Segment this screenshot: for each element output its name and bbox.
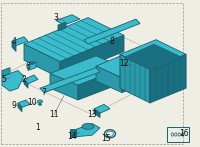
Polygon shape (124, 44, 182, 71)
Polygon shape (76, 123, 100, 137)
Ellipse shape (30, 62, 35, 64)
Polygon shape (2, 68, 10, 76)
Text: 2: 2 (22, 75, 26, 84)
Polygon shape (12, 37, 28, 46)
Text: 11: 11 (49, 110, 59, 119)
Text: 8: 8 (110, 37, 114, 46)
Polygon shape (60, 35, 124, 78)
Text: 14: 14 (67, 132, 77, 141)
Polygon shape (24, 44, 60, 78)
Polygon shape (50, 56, 124, 85)
Polygon shape (120, 40, 186, 69)
Ellipse shape (82, 123, 94, 129)
Polygon shape (78, 68, 124, 100)
Polygon shape (150, 54, 186, 103)
Polygon shape (94, 104, 110, 113)
Text: 12: 12 (119, 59, 129, 68)
Text: 7: 7 (42, 88, 46, 97)
Ellipse shape (38, 103, 42, 105)
Polygon shape (120, 54, 150, 103)
Polygon shape (18, 103, 22, 112)
Text: 16: 16 (179, 129, 189, 138)
Polygon shape (56, 15, 80, 25)
Text: 6: 6 (26, 62, 30, 71)
Polygon shape (96, 66, 122, 93)
Text: 10: 10 (27, 98, 37, 107)
Polygon shape (70, 129, 76, 137)
Polygon shape (28, 62, 36, 71)
Polygon shape (122, 66, 150, 93)
Polygon shape (50, 74, 78, 100)
Text: 9: 9 (12, 101, 16, 110)
Text: 5: 5 (2, 75, 6, 84)
Ellipse shape (38, 100, 42, 103)
Text: 3: 3 (54, 13, 58, 22)
Polygon shape (24, 18, 124, 62)
Polygon shape (2, 71, 24, 91)
Text: 13: 13 (87, 110, 97, 119)
Polygon shape (18, 100, 30, 107)
Polygon shape (58, 22, 66, 31)
Polygon shape (84, 19, 140, 44)
Text: 1: 1 (36, 123, 40, 132)
Text: 15: 15 (101, 134, 111, 143)
Polygon shape (94, 109, 100, 118)
Polygon shape (24, 75, 38, 84)
Polygon shape (12, 41, 16, 51)
Polygon shape (24, 79, 28, 88)
Text: 4: 4 (12, 37, 16, 46)
Polygon shape (40, 68, 100, 93)
Polygon shape (96, 54, 150, 78)
